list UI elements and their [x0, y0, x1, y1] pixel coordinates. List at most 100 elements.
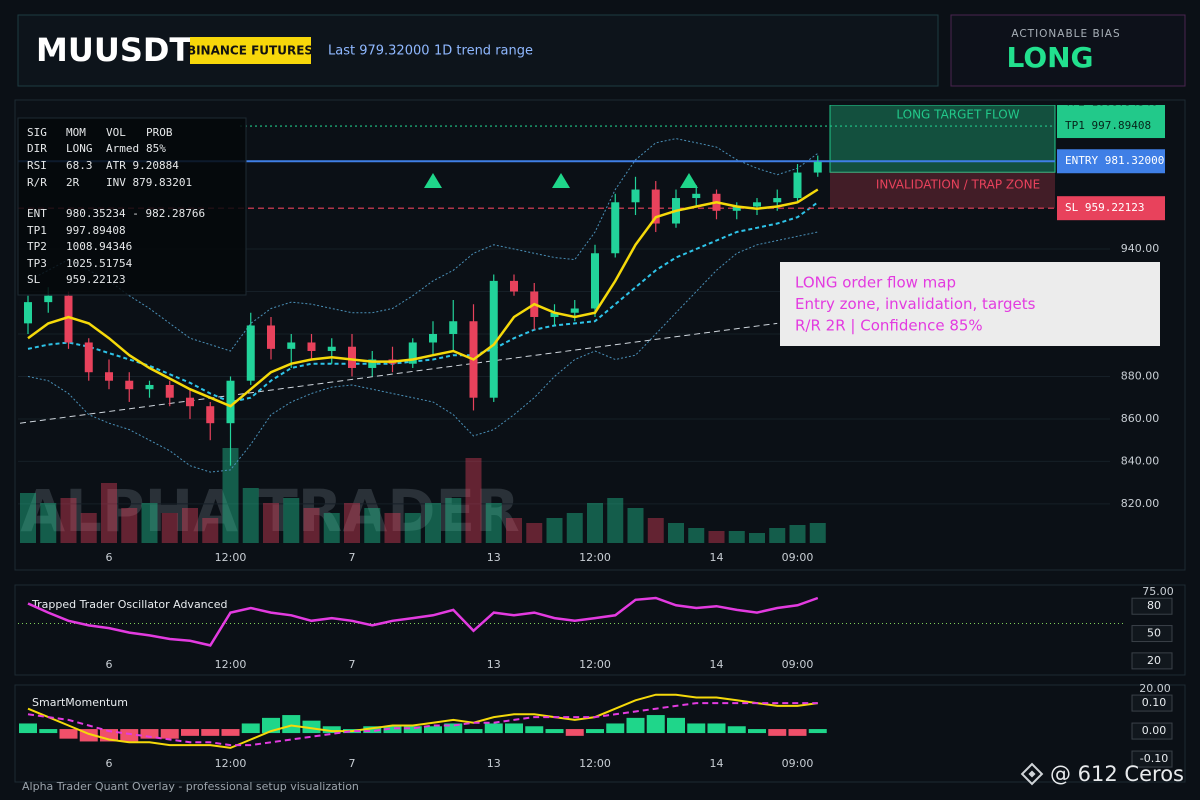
volume-bar [182, 508, 198, 543]
y-tick-label: 840.00 [1121, 454, 1160, 467]
y-tick-label: 940.00 [1121, 242, 1160, 255]
moving-average [27, 188, 819, 408]
bias-value: LONG [1006, 41, 1093, 74]
volume-bar [769, 528, 786, 543]
volume-bar [60, 498, 77, 543]
x-tick-label: 13 [487, 757, 501, 770]
x-tick-label: 09:00 [782, 658, 814, 671]
volume-bar [101, 483, 117, 543]
candle-body [773, 198, 782, 203]
candle-body [793, 172, 802, 199]
candle-body [125, 380, 134, 390]
info-cell: VOL [106, 126, 126, 139]
info-cell: 980.35234 - 982.28766 [66, 207, 205, 220]
signal-marker [424, 173, 442, 188]
candle-body [165, 384, 174, 398]
level-badge [1057, 196, 1165, 221]
level-badge [1057, 105, 1165, 115]
volume-bar [425, 503, 441, 543]
volume-bar [141, 503, 158, 543]
last-price: Last 979.32000 [328, 44, 430, 59]
y-tick-label: 820.00 [1121, 497, 1160, 510]
x-tick-label: 12:00 [215, 757, 247, 770]
volume-bar [749, 533, 765, 543]
candle-body [64, 295, 73, 343]
histogram-bar [586, 729, 604, 734]
info-cell: MOM [66, 126, 86, 139]
histogram-bar [788, 729, 807, 736]
x-tick-label: 12:00 [215, 658, 247, 671]
trap-zone [830, 172, 1055, 209]
volume-bar [364, 508, 381, 543]
volume-bar [283, 498, 300, 543]
level-badge [1057, 114, 1165, 139]
note-box [780, 262, 1160, 346]
signal-marker [552, 173, 570, 188]
volume-bar [627, 508, 644, 543]
info-cell: 68.3 [66, 159, 93, 172]
bias-panel [950, 14, 1186, 87]
volume-bar [161, 513, 178, 543]
x-tick-label: 6 [106, 658, 113, 671]
volume-bar [20, 493, 36, 543]
histogram-bar [120, 729, 139, 742]
y-tick-label: -0.10 [1140, 752, 1168, 765]
info-cell: 1008.94346 [66, 240, 132, 253]
info-cell: RSI [27, 159, 47, 172]
info-cell: R/R [27, 176, 47, 189]
candle-body [145, 384, 154, 390]
volume-bar [344, 503, 360, 543]
candle-body [550, 312, 559, 317]
volume-bar [263, 503, 279, 543]
histogram-bar [322, 726, 341, 734]
candle-body [813, 161, 822, 173]
level-name: ENTRY [1065, 154, 1098, 167]
level-label: TP1 997.89408 [1065, 119, 1151, 132]
histogram-bar [464, 729, 483, 734]
y-tick-box [1131, 722, 1173, 740]
candle-body [611, 202, 620, 254]
momentum-chart: 20.000.10 0.00 -0.10 SmartMomentum 6 12:00 7 13… [19, 682, 1173, 770]
x-tick-label: 09:00 [782, 757, 814, 770]
volume-bar [809, 523, 826, 543]
histogram-bar [39, 729, 58, 734]
histogram-bar [606, 723, 625, 734]
info-cell: DIR [27, 142, 47, 155]
x-tick-label: 14 [710, 658, 724, 671]
histogram-bar [282, 715, 301, 734]
y-tick-box [1131, 652, 1173, 670]
x-tick-label: 12:00 [579, 658, 611, 671]
watermark: @ 612 Ceros [1050, 762, 1184, 786]
trend-line [19, 322, 778, 424]
candle-body [732, 206, 741, 211]
info-table: SIG MOM VOL PROB DIR LONG Armed 85% RSI 68.3 ATR 9… [27, 126, 205, 286]
histogram-bar [221, 729, 240, 736]
bias-label: ACTIONABLE BIAS [1011, 28, 1120, 40]
x-tick-label: 7 [349, 757, 356, 770]
level-badge [1057, 149, 1165, 174]
note: LONG order flow map Entry zone, invalidat… [795, 274, 1036, 335]
candle-body [651, 189, 660, 224]
info-cell: TP1 [27, 224, 47, 237]
candle-body [327, 346, 336, 351]
oscillator-line [27, 596, 819, 647]
histogram-bar [201, 729, 220, 736]
candle-body [570, 308, 579, 313]
volume-bar [526, 523, 543, 543]
histogram-bar [140, 729, 159, 739]
histogram-bar [383, 726, 402, 734]
info-cell: 85% [146, 142, 166, 155]
candle-body [84, 342, 93, 373]
candle-body [246, 325, 255, 381]
info-cell: SL [27, 273, 41, 286]
candle-body [631, 189, 640, 203]
candle-body [226, 380, 235, 424]
level-name: TP1 [1065, 119, 1085, 132]
candle-body [105, 372, 113, 381]
candle-body [449, 321, 458, 334]
x-tick-label: 13 [487, 551, 501, 564]
info-cell: 959.22123 [66, 273, 126, 286]
